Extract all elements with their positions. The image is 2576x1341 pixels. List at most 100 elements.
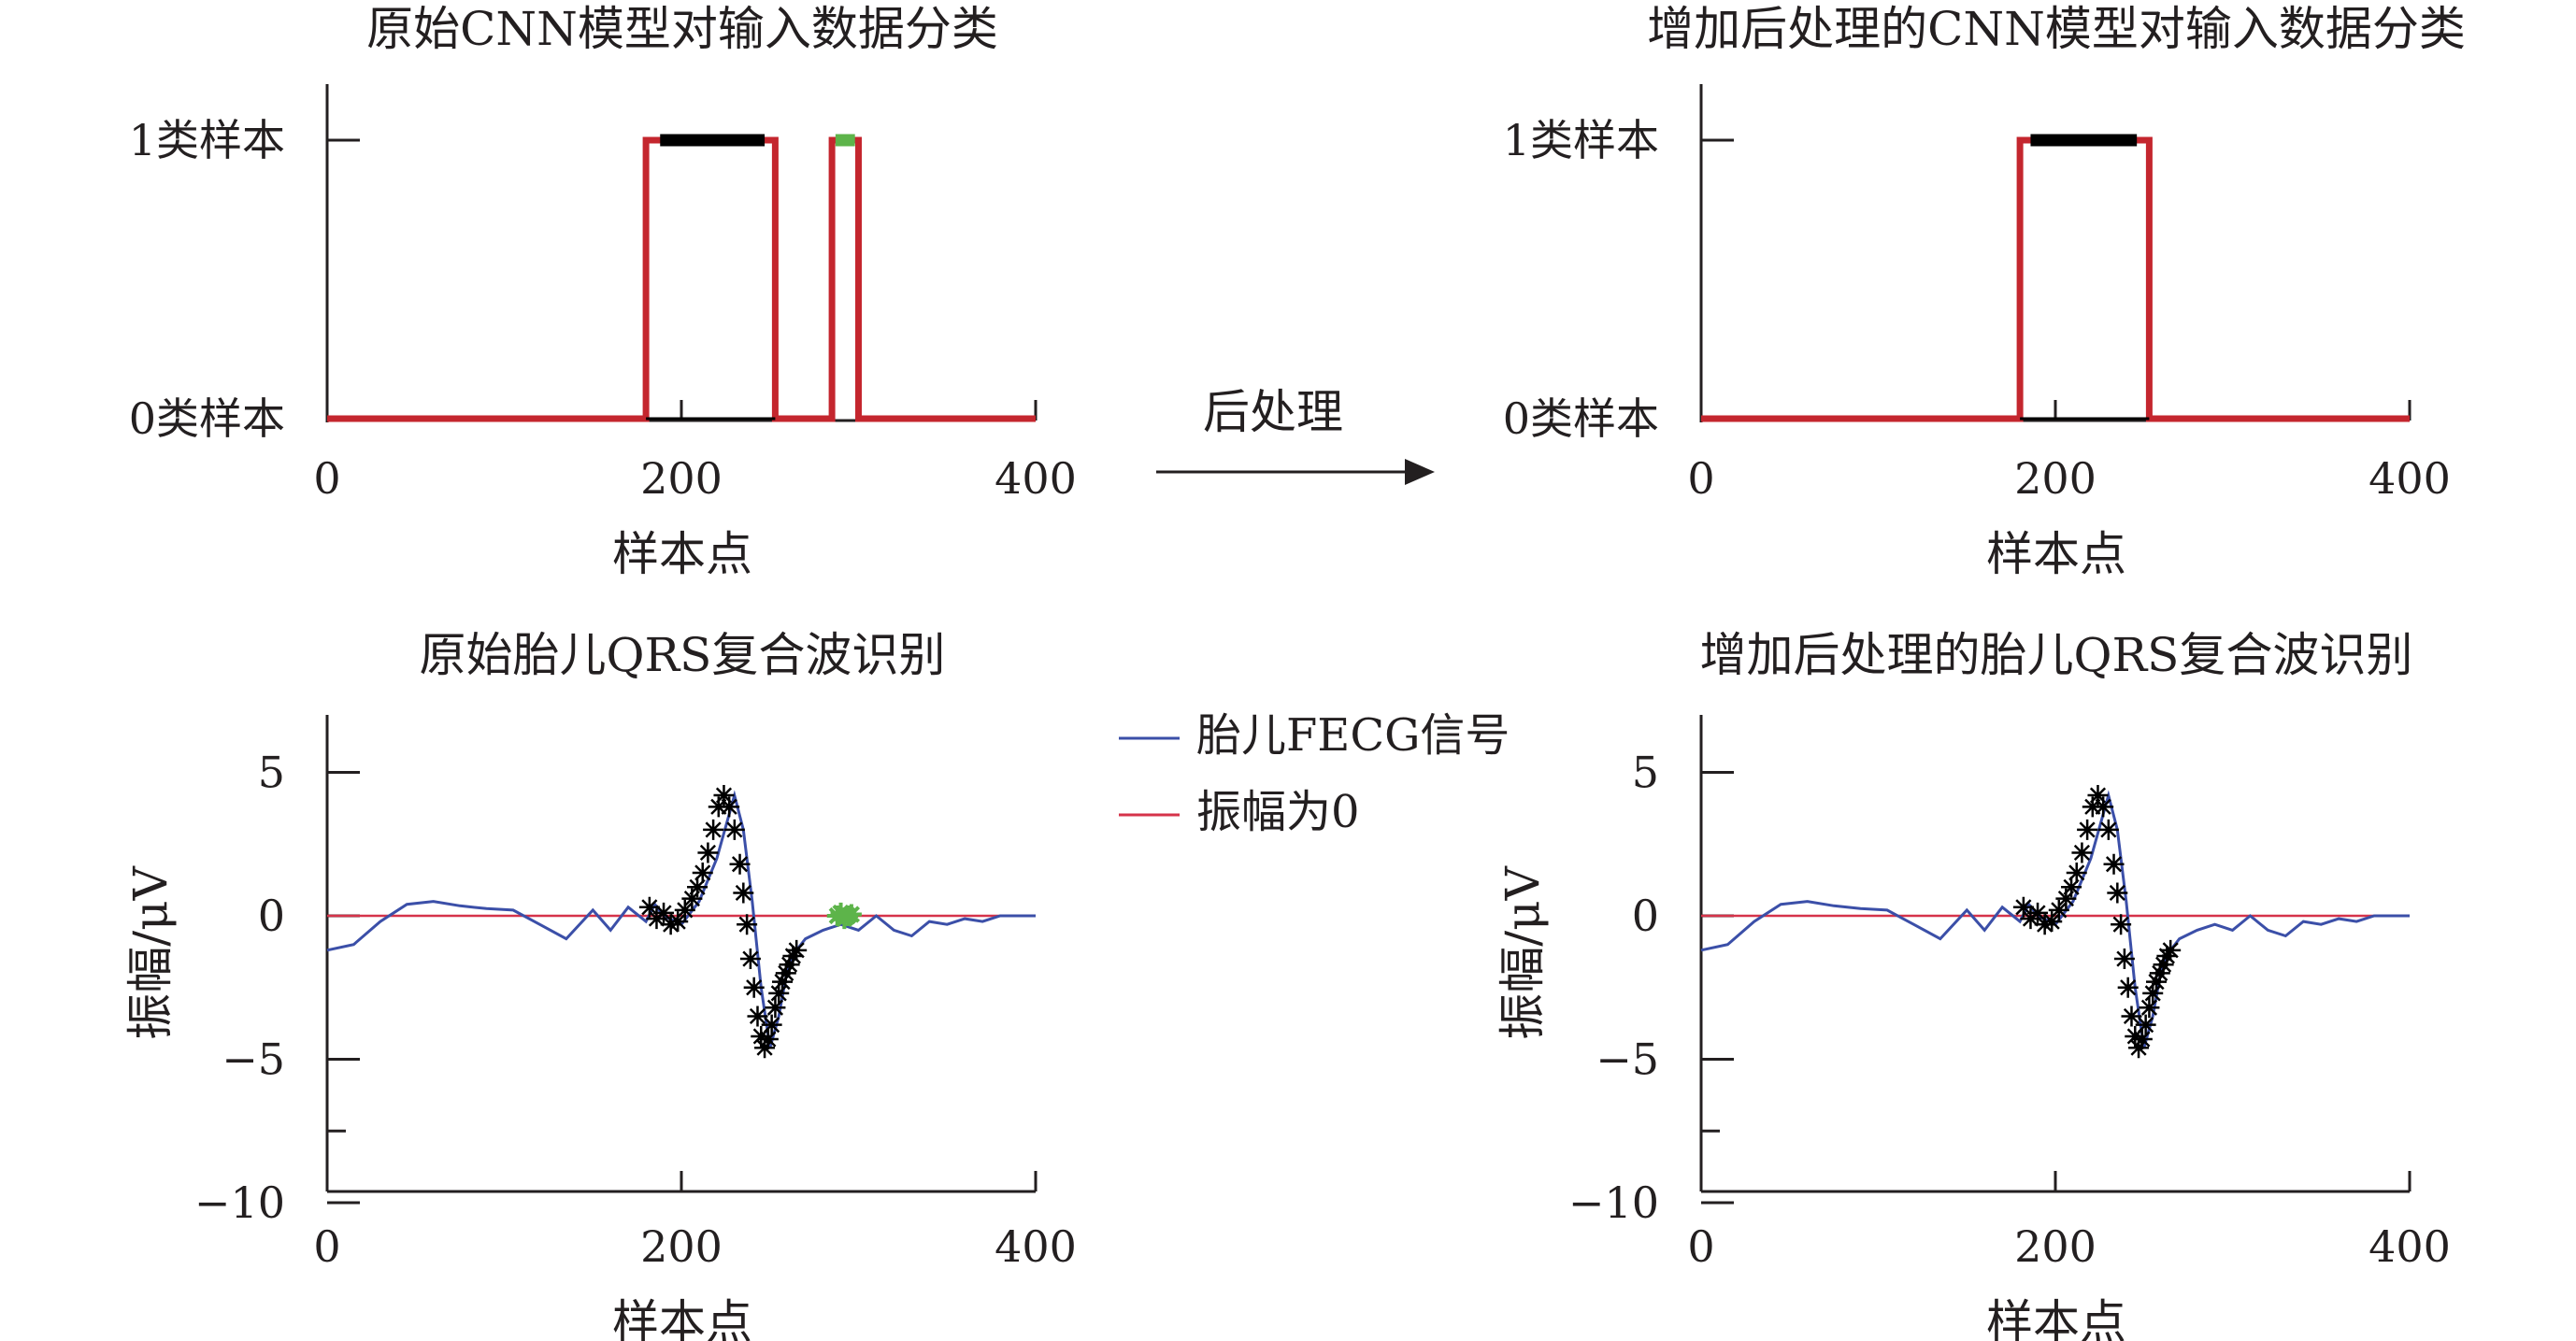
marker-star-0 <box>2149 963 2170 984</box>
y-axis-label: 振幅/μV <box>123 865 178 1039</box>
detection-marker <box>2117 977 2139 998</box>
chart-title: 增加后处理的胎儿QRS复合波识别 <box>1700 628 2413 682</box>
legend: 胎儿FECG信号 振幅为0 <box>1119 709 1510 838</box>
marker-star-0 <box>719 796 740 818</box>
detection-marker <box>681 888 703 909</box>
x-axis-label: 样本点 <box>1986 1295 2126 1341</box>
x-axis-label: 样本点 <box>612 1295 752 1341</box>
marker-star-0 <box>782 945 804 966</box>
marker-star-0 <box>737 914 758 935</box>
detection-marker <box>2156 945 2178 966</box>
y-tick-label: 1类样本 <box>129 115 285 165</box>
y-tick-label: −10 <box>194 1177 285 1228</box>
y-tick-label: −5 <box>1596 1034 1659 1085</box>
chart-bl: 原始胎儿QRS复合波识别 0 200 400 5 0 −5 −10 样本点 振幅/μV <box>123 628 1077 1341</box>
marker-star-0 <box>653 902 675 923</box>
chart-title: 原始胎儿QRS复合波识别 <box>420 628 946 682</box>
detection-marker <box>2041 911 2063 933</box>
detection-marker <box>638 896 660 918</box>
detection-marker <box>2093 796 2114 818</box>
detection-marker <box>2121 1006 2142 1027</box>
x-tick-label: 0 <box>313 1221 340 1272</box>
marker-star-0 <box>2034 914 2055 935</box>
detection-marker <box>713 785 735 806</box>
detection-marker <box>751 1025 772 1047</box>
marker-star-1 <box>840 904 862 925</box>
marker-star-0 <box>2061 877 2082 898</box>
x-tick-label: 200 <box>2014 1221 2097 1272</box>
detection-marker <box>719 796 740 818</box>
detection-marker <box>2107 882 2128 904</box>
detection-marker <box>708 796 729 818</box>
marker-star-0 <box>2131 1029 2153 1050</box>
detection-marker <box>2103 853 2125 875</box>
marker-star-0 <box>2048 899 2069 920</box>
x-tick-label: 400 <box>995 1221 1077 1272</box>
marker-star-0 <box>765 997 786 1019</box>
detection-marker <box>775 963 796 984</box>
y-axis-label: 振幅/μV <box>1496 865 1550 1039</box>
marker-star-0 <box>2097 819 2119 840</box>
detection-marker <box>2027 902 2049 923</box>
detection-marker <box>2149 963 2170 984</box>
series-line-0 <box>327 136 1036 422</box>
marker-star-0 <box>2087 785 2109 806</box>
marker-star-0 <box>681 888 703 909</box>
marker-star-0 <box>660 914 681 935</box>
marker-star-0 <box>775 963 796 984</box>
detection-marker <box>733 882 754 904</box>
x-tick-label: 0 <box>313 453 340 504</box>
marker-star-0 <box>703 819 724 840</box>
detection-marker <box>2061 877 2082 898</box>
detection-marker <box>653 902 675 923</box>
x-tick-label: 200 <box>640 1221 723 1272</box>
detection-marker <box>2111 914 2132 935</box>
marker-star-0 <box>2121 1006 2142 1027</box>
detection-marker <box>2048 899 2069 920</box>
chart-title: 增加后处理的CNN模型对输入数据分类 <box>1647 2 2466 56</box>
marker-star-0 <box>747 1006 768 1027</box>
detection-marker <box>687 877 708 898</box>
x-tick-label: 400 <box>995 453 1077 504</box>
chart-br: 增加后处理的胎儿QRS复合波识别 0 200 400 5 0 −5 −10 样本点 振幅/μV <box>1496 628 2451 1341</box>
marker-star-0 <box>733 882 754 904</box>
detection-marker <box>2131 1029 2153 1050</box>
marker-star-0 <box>2103 853 2125 875</box>
detection-marker <box>2128 1037 2150 1059</box>
x-axis-label: 样本点 <box>1986 527 2126 581</box>
marker-star-0 <box>786 939 808 961</box>
y-tick-label: 5 <box>1632 748 1659 798</box>
detection-marker <box>786 939 808 961</box>
x-tick-label: 0 <box>1687 453 1714 504</box>
detection-marker <box>2097 819 2119 840</box>
y-tick-label: −10 <box>1568 1177 1659 1228</box>
marker-star-0 <box>674 899 695 920</box>
detection-marker <box>703 819 724 840</box>
marker-star-0 <box>743 977 765 998</box>
detection-marker <box>2160 939 2182 961</box>
detection-marker <box>660 914 681 935</box>
detection-marker <box>768 982 790 1004</box>
y-tick-label: 0 <box>1632 891 1659 941</box>
arrow-label: 后处理 <box>1203 385 1343 439</box>
detection-marker <box>2113 949 2135 970</box>
detection-marker <box>674 899 695 920</box>
marker-star-0 <box>779 954 800 976</box>
marker-star-0 <box>708 796 729 818</box>
marker-star-0 <box>2160 939 2182 961</box>
series-line-0 <box>1701 136 2410 422</box>
marker-star-0 <box>2066 862 2087 883</box>
detection-marker <box>739 949 761 970</box>
marker-star-0 <box>2142 982 2164 1004</box>
y-tick-label: 5 <box>258 748 285 798</box>
marker-star-0 <box>2082 796 2103 818</box>
marker-star-0 <box>2111 914 2132 935</box>
detection-marker <box>2034 914 2055 935</box>
marker-star-0 <box>2156 945 2178 966</box>
marker-star-0 <box>768 982 790 1004</box>
marker-star-0 <box>2125 1025 2146 1047</box>
